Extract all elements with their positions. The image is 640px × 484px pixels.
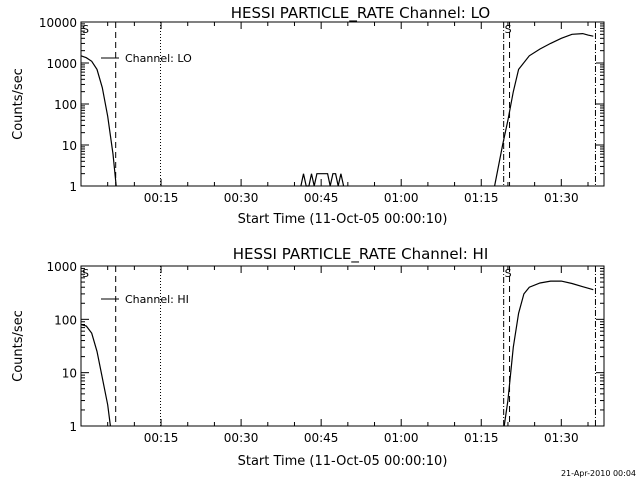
x-tick-label: 01:00 <box>384 431 419 445</box>
series-line <box>80 323 111 427</box>
x-tick-label: 00:15 <box>144 191 179 205</box>
chart-panel-hi: HESSI PARTICLE_RATE Channel: HI 00:15 00:3… <box>11 245 605 469</box>
corner-mark: S <box>82 23 89 36</box>
series-line <box>300 173 345 187</box>
series-line <box>80 55 117 187</box>
series-line <box>494 32 594 187</box>
x-tick-label: 00:45 <box>304 431 339 445</box>
chart-title: HESSI PARTICLE_RATE Channel: HI <box>233 245 489 264</box>
series-line <box>503 280 594 427</box>
x-axis-label: Start Time (11-Oct-05 00:00:10) <box>238 454 448 469</box>
corner-mark: S <box>82 267 89 280</box>
x-tick-label: 00:30 <box>224 191 259 205</box>
x-tick-label: 01:00 <box>384 191 419 205</box>
y-tick-label: 10 <box>62 139 77 153</box>
x-tick-label: 01:30 <box>544 431 579 445</box>
y-tick-label: 100 <box>54 313 77 327</box>
x-tick-label: 00:45 <box>304 191 339 205</box>
x-tick-label: 00:15 <box>144 431 179 445</box>
x-tick-label: 01:15 <box>464 431 499 445</box>
chart-panel-lo: HESSI PARTICLE_RATE Channel: LO 00:15 00:3… <box>11 4 605 227</box>
y-tick-label: 1000 <box>46 260 77 274</box>
y-axis-label: Counts/sec <box>11 68 26 140</box>
x-axis-label: Start Time (11-Oct-05 00:00:10) <box>238 212 448 227</box>
y-tick-label: 100 <box>54 98 77 112</box>
legend-label: Channel: HI <box>125 293 189 306</box>
footer-timestamp: 21-Apr-2010 00:04 <box>561 469 636 478</box>
y-tick-label: 10 <box>62 367 77 381</box>
y-tick-label: 10000 <box>39 16 77 30</box>
y-tick-label: 1 <box>69 180 77 194</box>
corner-mark: S <box>505 267 512 280</box>
x-tick-label: 01:15 <box>464 191 499 205</box>
legend-label: Channel: LO <box>125 52 192 65</box>
plot-frame <box>80 21 605 187</box>
y-tick-label: 1000 <box>46 57 77 71</box>
plot-frame <box>80 265 605 427</box>
x-tick-label: 00:30 <box>224 431 259 445</box>
y-axis-label: Counts/sec <box>11 310 26 382</box>
x-tick-label: 01:30 <box>544 191 579 205</box>
corner-mark: S <box>505 23 512 36</box>
chart-title: HESSI PARTICLE_RATE Channel: LO <box>231 4 490 23</box>
y-tick-label: 1 <box>69 420 77 434</box>
